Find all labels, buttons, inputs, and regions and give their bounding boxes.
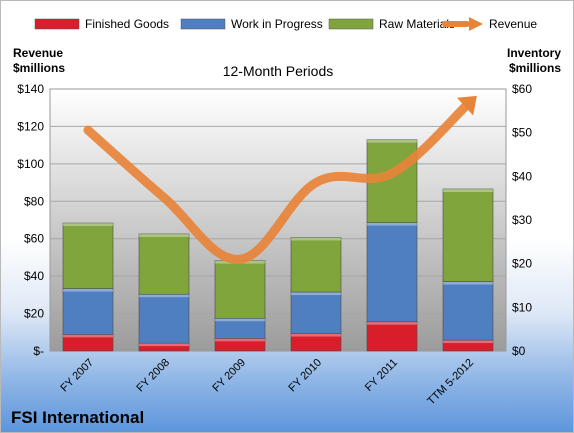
right-tick-label: $50 — [512, 126, 532, 140]
revenue-arrowhead — [456, 95, 477, 116]
x-tick-label: FY 2008 — [134, 357, 172, 395]
bar-work-in-progress — [290, 291, 342, 334]
bar-highlight — [215, 338, 265, 342]
bar-highlight — [443, 340, 493, 344]
left-axis-label-line1: Revenue — [13, 46, 63, 60]
bar-work-in-progress — [214, 317, 266, 339]
left-tick-label: $40 — [24, 269, 44, 283]
legend: Finished Goods Work in Progress Raw Materi… — [34, 17, 537, 31]
x-tick-label: FY 2011 — [363, 357, 400, 394]
legend-label-revenue: Revenue — [489, 17, 537, 31]
bar-highlight — [139, 343, 189, 347]
bar-highlight — [367, 321, 417, 325]
bar-raw-materials — [138, 233, 190, 295]
bar-raw-materials — [214, 260, 266, 319]
x-tick-label: FY 2007 — [58, 357, 96, 395]
left-tick-label: $140 — [17, 82, 44, 96]
right-tick-label: $0 — [512, 344, 526, 358]
right-axis-label-line2: $millions — [509, 61, 561, 75]
legend-swatch-work-in-progress — [180, 18, 226, 30]
x-tick-label: FY 2009 — [210, 357, 248, 395]
left-tick-label: $100 — [17, 157, 44, 171]
x-tick-label: FY 2010 — [286, 357, 324, 395]
right-tick-label: $40 — [512, 169, 532, 183]
bar-highlight — [63, 288, 113, 292]
right-axis-label-line1: Inventory — [507, 46, 561, 60]
right-tick-label: $10 — [512, 300, 532, 314]
right-tick-label: $30 — [512, 213, 532, 227]
bar-highlight — [139, 233, 189, 237]
revenue-line — [83, 99, 473, 264]
bar-raw-materials — [290, 237, 342, 293]
bar-highlight — [63, 223, 113, 227]
bar-highlight — [443, 281, 493, 285]
bar-highlight — [291, 237, 341, 241]
bar-highlight — [291, 333, 341, 337]
bar-work-in-progress — [138, 293, 190, 344]
bar-highlight — [291, 292, 341, 296]
legend-swatch-raw-materials — [328, 18, 374, 30]
left-axis-label-line2: $millions — [13, 61, 65, 75]
bar-highlight — [367, 222, 417, 226]
bar-work-in-progress — [442, 281, 494, 341]
bar-highlight — [443, 188, 493, 192]
bar-finished-goods — [366, 321, 418, 352]
bar-highlight — [367, 139, 417, 143]
legend-swatch-finished-goods — [34, 18, 80, 30]
legend-label-raw-materials: Raw Materials — [379, 17, 455, 31]
x-tick-label: TTM 5-2012 — [425, 357, 476, 408]
right-tick-label: $60 — [512, 82, 532, 96]
legend-label-finished-goods: Finished Goods — [85, 17, 169, 31]
bar-work-in-progress — [62, 288, 114, 335]
left-tick-label: $- — [33, 344, 44, 358]
x-axis-ticks: FY 2007 FY 2008 FY 2009 FY 2010 FY 2011 TTM 5… — [58, 357, 476, 408]
company-name: FSI International — [11, 408, 144, 427]
bar-highlight — [139, 294, 189, 298]
bar-work-in-progress — [366, 222, 418, 323]
bars — [62, 139, 494, 352]
left-tick-label: $20 — [24, 307, 44, 321]
legend-label-work-in-progress: Work in Progress — [231, 17, 323, 31]
left-tick-label: $80 — [24, 194, 44, 208]
bar-raw-materials — [442, 188, 494, 282]
left-tick-label: $60 — [24, 232, 44, 246]
bar-raw-materials — [62, 222, 114, 289]
legend-arrow-revenue — [469, 17, 483, 31]
right-tick-label: $20 — [512, 257, 532, 271]
revenue-line-group — [83, 95, 477, 264]
bar-highlight — [215, 318, 265, 322]
bar-highlight — [63, 334, 113, 338]
chart-title: 12-Month Periods — [223, 63, 334, 79]
left-tick-label: $120 — [17, 119, 44, 133]
left-axis-ticks: $- $20 $40 $60 $80 $100 $120 $140 — [17, 82, 44, 358]
right-axis-ticks: $0 $10 $20 $30 $40 $50 $60 — [512, 82, 532, 358]
